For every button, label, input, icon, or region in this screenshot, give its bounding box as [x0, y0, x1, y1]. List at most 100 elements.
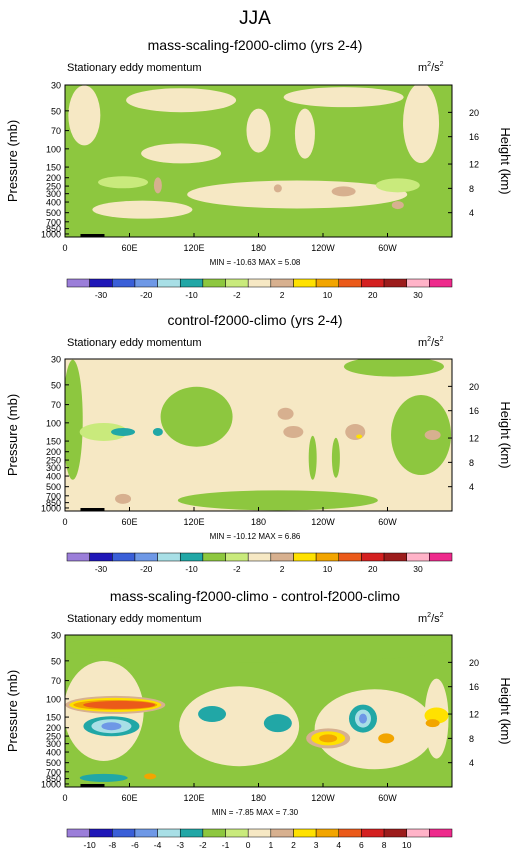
region-strong	[144, 773, 157, 780]
colorbar-cell	[202, 278, 226, 288]
height-tick-label: 8	[469, 184, 474, 194]
region-strongest	[83, 700, 156, 709]
region-negative	[65, 635, 452, 663]
colorbar-cell	[383, 278, 407, 288]
pressure-tick-label: 400	[46, 198, 61, 208]
panel-subtitle: Stationary eddy momentum	[67, 337, 202, 349]
region-negative-strongest	[358, 713, 367, 724]
colorbar-cell	[383, 552, 407, 562]
panel-3: mass-scaling-f2000-climo - control-f2000…	[5, 588, 511, 850]
colorbar-cell	[338, 828, 362, 838]
region-negative-strongest	[101, 722, 122, 731]
pressure-tick-label: 150	[46, 713, 61, 723]
region-moderate	[424, 430, 441, 440]
colorbar-cell	[406, 552, 430, 562]
pressure-tick-label: 200	[46, 173, 61, 183]
pressure-tick-label: 50	[51, 380, 61, 390]
colorbar-cell	[112, 278, 136, 288]
region-positive	[246, 108, 271, 153]
height-tick-label: 4	[469, 758, 474, 768]
pressure-tick-label: 100	[46, 418, 61, 428]
colorbar-label: 10	[402, 840, 412, 850]
region-negative	[391, 395, 452, 475]
units-part: m	[418, 62, 427, 74]
lon-tick-label: 0	[62, 243, 67, 253]
pressure-tick-label: 200	[46, 447, 61, 457]
region-moderate	[331, 186, 356, 197]
lon-tick-label: 120W	[311, 793, 335, 803]
colorbar-cell	[338, 552, 362, 562]
colorbar-cell	[338, 278, 362, 288]
y-axis-right-label: Height (km)	[498, 677, 511, 744]
colorbar-label: 1	[268, 840, 273, 850]
region-negative-strong	[152, 427, 163, 436]
colorbar-label: -10	[185, 564, 198, 574]
region-strong	[425, 719, 440, 728]
surface-topography	[80, 508, 105, 511]
colorbar-label: -1	[222, 840, 230, 850]
pressure-tick-label: 850	[46, 224, 61, 234]
colorbar-cell	[134, 552, 158, 562]
height-tick-label: 20	[469, 658, 479, 668]
lon-tick-label: 120W	[311, 517, 335, 527]
region-positive	[92, 200, 193, 219]
region-moderate	[153, 177, 162, 194]
units-label: m2/s2	[418, 612, 444, 625]
region-negative	[343, 359, 444, 377]
colorbar-cell	[270, 828, 294, 838]
region-strong	[378, 733, 395, 744]
pressure-tick-label: 30	[51, 355, 61, 365]
colorbar-label: 2	[280, 564, 285, 574]
pressure-tick-label: 70	[51, 126, 61, 136]
pressure-tick-label: 150	[46, 437, 61, 447]
lon-tick-label: 180	[251, 243, 266, 253]
pressure-tick-label: 300	[46, 463, 61, 473]
contour-field	[65, 635, 452, 787]
colorbar-cell	[202, 828, 226, 838]
colorbar-label: -10	[185, 290, 198, 300]
region-positive	[283, 87, 404, 108]
min-max-readout: MIN = -10.63 MAX = 5.08	[210, 258, 301, 267]
colorbar-cell	[361, 552, 385, 562]
colorbar-label: 0	[246, 840, 251, 850]
colorbar-label: -20	[140, 564, 153, 574]
lon-tick-label: 120E	[183, 517, 204, 527]
surface-topography	[80, 784, 105, 787]
colorbar-label: -2	[233, 564, 241, 574]
pressure-tick-label: 70	[51, 676, 61, 686]
lon-tick-label: 60W	[378, 793, 397, 803]
pressure-tick-label: 500	[46, 208, 61, 218]
y-axis-right-label: Height (km)	[498, 127, 511, 194]
units-part: 2	[440, 612, 444, 619]
panel-2: control-f2000-climo (yrs 2-4) Stationary …	[5, 312, 511, 574]
pressure-tick-label: 400	[46, 748, 61, 758]
height-tick-label: 12	[469, 710, 479, 720]
units-part: 2	[427, 61, 431, 68]
pressure-tick-label: 300	[46, 189, 61, 199]
pressure-tick-label: 30	[51, 631, 61, 641]
units-part: 2	[440, 336, 444, 343]
region-moderate	[391, 201, 404, 210]
min-max-readout: MIN = -10.12 MAX = 6.86	[210, 532, 301, 541]
lon-tick-label: 60E	[121, 517, 137, 527]
colorbar-cell	[315, 552, 340, 562]
pressure-tick-label: 700	[46, 491, 61, 501]
lon-tick-label: 0	[62, 793, 67, 803]
colorbar-cell	[293, 552, 317, 562]
region-positive	[187, 180, 408, 209]
colorbar-cell	[89, 278, 113, 288]
region-negative	[65, 359, 83, 480]
panel-subtitle: Stationary eddy momentum	[67, 613, 202, 625]
colorbar-label: 3	[314, 840, 319, 850]
colorbar-label: 2	[280, 290, 285, 300]
figure-title: JJA	[239, 8, 271, 29]
pressure-tick-label: 200	[46, 723, 61, 733]
region-positive	[179, 686, 300, 767]
colorbar-label: 4	[336, 840, 341, 850]
height-tick-label: 16	[469, 682, 479, 692]
colorbar-cell	[134, 278, 158, 288]
region-weak	[375, 178, 420, 193]
region-negative-strong	[79, 773, 128, 782]
colorbar-cell	[293, 278, 317, 288]
colorbar-label: -8	[109, 840, 117, 850]
